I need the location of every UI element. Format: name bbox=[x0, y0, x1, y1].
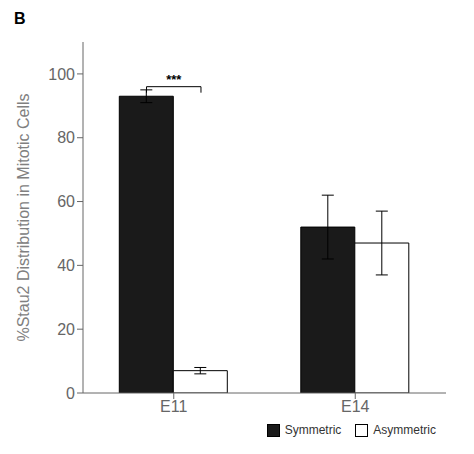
html-text:Asymmetric: Asymmetric bbox=[373, 423, 436, 437]
svg-text:20: 20 bbox=[57, 321, 75, 338]
html-text:Symmetric: Symmetric bbox=[284, 423, 342, 437]
svg-text:60: 60 bbox=[57, 193, 75, 210]
svg-text:80: 80 bbox=[57, 129, 75, 146]
svg-text:40: 40 bbox=[57, 257, 75, 274]
svg-text:***: *** bbox=[166, 72, 182, 87]
svg-text:0: 0 bbox=[66, 385, 75, 402]
svg-text:%Stau2 Distribution in Mitotic: %Stau2 Distribution in Mitotic Cells bbox=[15, 93, 32, 341]
svg-text:E14: E14 bbox=[341, 398, 370, 415]
svg-text:100: 100 bbox=[48, 66, 75, 83]
svg-text:E11: E11 bbox=[160, 398, 187, 415]
html-text:B: B bbox=[14, 10, 26, 27]
